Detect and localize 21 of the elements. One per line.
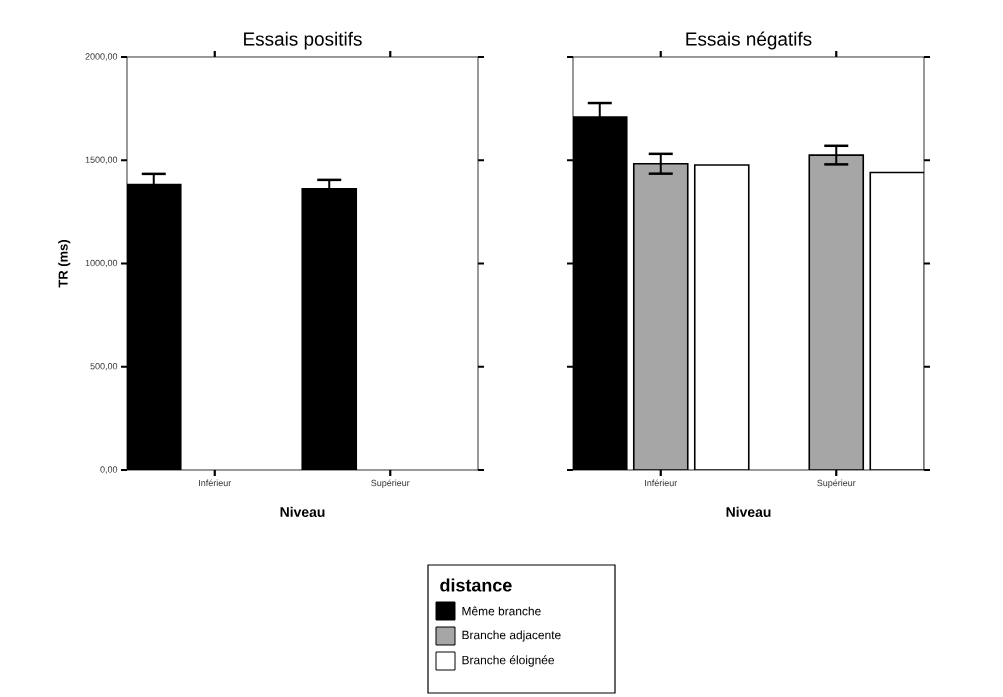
y-tick-label: 2000,00 [85, 53, 118, 61]
bar [869, 171, 925, 470]
bar [632, 162, 689, 470]
legend-label: Même branche [462, 606, 541, 616]
y-tick-label: 1000,00 [85, 259, 118, 268]
x-tick-label: Supérieur [371, 479, 410, 488]
x-axis-title: Niveau [280, 506, 325, 517]
x-tick-label: Supérieur [817, 479, 856, 488]
y-tick-label: 1500,00 [85, 156, 118, 164]
chart-title: Essais négatifs [686, 31, 812, 50]
legend-label: Branche adjacente [462, 630, 561, 642]
y-tick-label: 0,00 [100, 466, 118, 474]
y-axis-title: TR (ms) [58, 240, 71, 288]
x-tick-label: Inférieur [199, 479, 232, 487]
x-axis-title: Niveau [726, 506, 771, 517]
legend-label: Branche éloignée [462, 655, 555, 667]
x-tick-label: Inférieur [645, 479, 678, 487]
y-tick-label: 500,00 [90, 363, 118, 371]
bar [808, 154, 865, 470]
chart-title: Essais positifs [244, 31, 362, 50]
legend-title: distance [440, 578, 512, 592]
